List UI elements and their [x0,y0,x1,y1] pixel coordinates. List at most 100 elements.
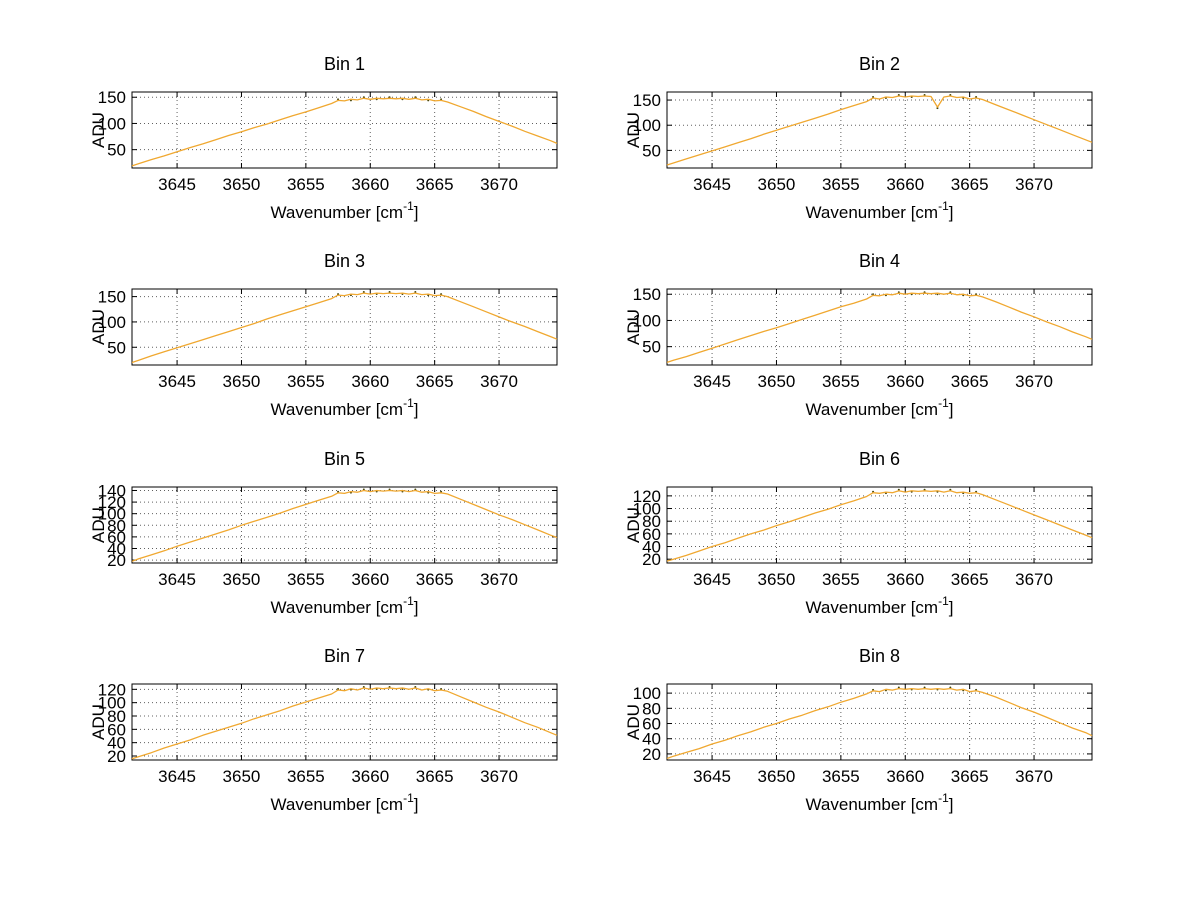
svg-text:3645: 3645 [693,570,731,589]
svg-text:80: 80 [107,707,126,726]
grid-lines [667,684,1092,760]
x-axis-label: Wavenumber [cm-1] [806,791,954,814]
svg-text:60: 60 [642,715,661,734]
svg-text:3655: 3655 [822,175,860,194]
svg-text:3660: 3660 [886,372,924,391]
svg-text:3650: 3650 [223,570,261,589]
svg-text:100: 100 [633,500,661,519]
tick-marks [132,289,557,365]
x-axis-label: Wavenumber [cm-1] [271,199,419,222]
y-axis-label: ADU [89,309,108,345]
svg-text:3665: 3665 [951,767,989,786]
axes-box [131,683,558,761]
svg-text:120: 120 [98,680,126,699]
svg-text:3660: 3660 [886,767,924,786]
subplot-title: Bin 3 [324,251,365,271]
grid-lines [667,289,1092,365]
svg-text:80: 80 [642,512,661,531]
y-axis-label: ADU [89,507,108,543]
svg-text:3665: 3665 [416,372,454,391]
svg-text:150: 150 [633,91,661,110]
subplot-title: Bin 8 [859,646,900,666]
svg-text:3645: 3645 [158,570,196,589]
spectrum-line [131,489,558,562]
axes-box [131,288,558,366]
x-tick-labels: 3645 3650 3655 3660 3665 3670 [693,372,1053,391]
svg-text:100: 100 [98,114,126,133]
svg-text:140: 140 [98,481,126,500]
x-axis-label: Wavenumber [cm-1] [271,791,419,814]
x-tick-labels: 3645 3650 3655 3660 3665 3670 [158,175,518,194]
y-axis-label: ADU [624,704,643,740]
svg-text:3650: 3650 [758,175,796,194]
grid-lines [667,487,1092,563]
grid-lines [667,92,1092,168]
svg-text:20: 20 [642,550,661,569]
svg-text:50: 50 [107,338,126,357]
svg-text:3655: 3655 [287,767,325,786]
axes-box [666,683,1093,761]
svg-text:3670: 3670 [1015,372,1053,391]
svg-text:3650: 3650 [223,767,261,786]
svg-text:20: 20 [107,747,126,766]
grid-lines [132,487,557,563]
svg-text:100: 100 [633,116,661,135]
svg-text:3655: 3655 [822,570,860,589]
subplot-bin-2: Bin 2 50 100 150 3645 3650 3655 3660 3665 3670 ADU… [624,54,1093,222]
svg-text:3660: 3660 [351,767,389,786]
svg-text:3650: 3650 [223,175,261,194]
svg-text:60: 60 [107,528,126,547]
svg-text:3665: 3665 [416,175,454,194]
tick-marks [132,684,557,760]
y-axis-label: ADU [89,112,108,148]
x-axis-label: Wavenumber [cm-1] [271,396,419,419]
svg-text:3655: 3655 [822,767,860,786]
svg-text:3670: 3670 [1015,175,1053,194]
svg-text:3670: 3670 [480,372,518,391]
spectrum-line [666,490,1093,562]
y-tick-labels: 50 100 150 [98,88,126,159]
spectrum-line [666,687,1093,760]
tick-marks [667,487,1092,563]
svg-text:3645: 3645 [693,372,731,391]
x-tick-labels: 3645 3650 3655 3660 3665 3670 [693,175,1053,194]
axes-box [666,486,1093,564]
svg-text:120: 120 [98,493,126,512]
grid-lines [132,92,557,168]
x-tick-labels: 3645 3650 3655 3660 3665 3670 [158,372,518,391]
subplot-bin-4: Bin 4 50 100 150 3645 3650 3655 3660 3665 3670 ADU… [624,251,1093,419]
svg-text:50: 50 [107,141,126,160]
svg-text:3650: 3650 [223,372,261,391]
axes-box [666,91,1093,169]
svg-text:100: 100 [98,313,126,332]
subplot-bin-1: Bin 1 50 100 150 3645 3650 3655 3660 3665 3670 ADU… [89,54,558,222]
svg-text:120: 120 [633,487,661,506]
spectrum-line [131,687,558,760]
grid-lines [132,684,557,760]
axes-box [131,91,558,169]
subplot-title: Bin 7 [324,646,365,666]
svg-text:3650: 3650 [758,570,796,589]
svg-text:3645: 3645 [158,372,196,391]
x-axis-label: Wavenumber [cm-1] [271,594,419,617]
svg-text:80: 80 [107,516,126,535]
svg-text:40: 40 [107,539,126,558]
y-tick-labels: 50 100 150 [633,285,661,356]
svg-text:150: 150 [98,288,126,307]
x-axis-label: Wavenumber [cm-1] [806,594,954,617]
x-tick-labels: 3645 3650 3655 3660 3665 3670 [693,767,1053,786]
tick-marks [667,684,1092,760]
svg-text:3660: 3660 [886,175,924,194]
svg-text:3665: 3665 [951,570,989,589]
svg-text:3645: 3645 [158,767,196,786]
spectrum-line [666,292,1093,364]
svg-text:40: 40 [642,538,661,557]
